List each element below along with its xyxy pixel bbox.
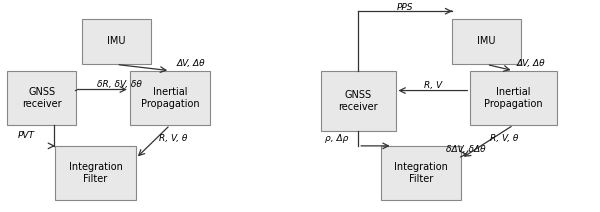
FancyBboxPatch shape — [130, 71, 211, 125]
Text: IMU: IMU — [107, 36, 125, 46]
Text: Integration
Filter: Integration Filter — [68, 162, 122, 184]
Text: Inertial
Propagation: Inertial Propagation — [484, 87, 543, 109]
Text: IMU: IMU — [478, 36, 496, 46]
FancyBboxPatch shape — [321, 71, 395, 131]
Text: δΔV, δΔθ: δΔV, δΔθ — [446, 145, 485, 153]
Text: Integration
Filter: Integration Filter — [394, 162, 448, 184]
Text: R, V, θ: R, V, θ — [159, 134, 187, 143]
Text: ρ, Δρ: ρ, Δρ — [325, 134, 349, 143]
Text: PVT: PVT — [18, 131, 35, 140]
FancyBboxPatch shape — [55, 146, 136, 200]
Text: R, V, θ: R, V, θ — [490, 134, 519, 143]
FancyBboxPatch shape — [452, 18, 521, 64]
Text: GNSS
receiver: GNSS receiver — [22, 87, 62, 109]
FancyBboxPatch shape — [7, 71, 76, 125]
FancyBboxPatch shape — [380, 146, 461, 200]
Text: Inertial
Propagation: Inertial Propagation — [141, 87, 199, 109]
Text: GNSS
receiver: GNSS receiver — [338, 90, 378, 112]
Text: ΔV, Δθ: ΔV, Δθ — [176, 59, 205, 68]
Text: R, V: R, V — [424, 81, 442, 90]
Text: PPS: PPS — [397, 3, 413, 11]
Text: ΔV, Δθ: ΔV, Δθ — [517, 59, 545, 68]
FancyBboxPatch shape — [82, 18, 151, 64]
FancyBboxPatch shape — [470, 71, 557, 125]
Text: δR, δV, δθ: δR, δV, δθ — [97, 80, 142, 89]
